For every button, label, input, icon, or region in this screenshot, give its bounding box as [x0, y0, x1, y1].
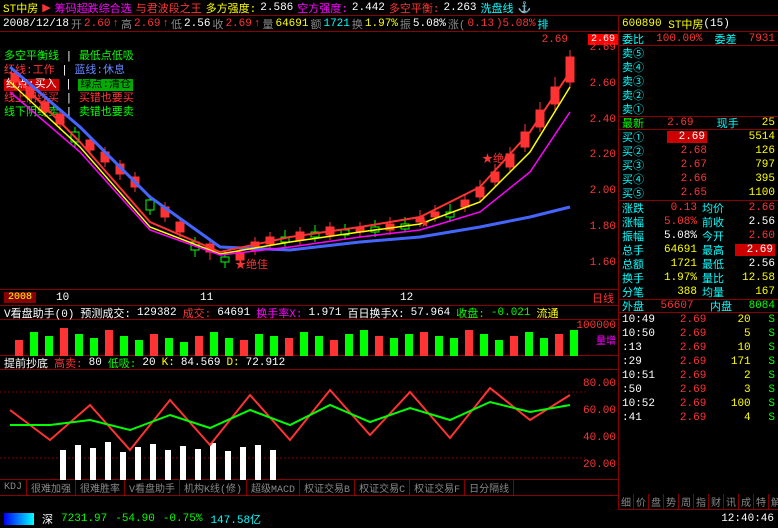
tab[interactable]: 权证交易C — [355, 480, 410, 495]
tab[interactable]: 很难胜率 — [76, 480, 125, 495]
tab[interactable]: 权证交易B — [300, 480, 355, 495]
tab[interactable]: 价 — [634, 494, 649, 509]
tab[interactable]: 周 — [679, 494, 694, 509]
svg-text:★绝佳: ★绝佳 — [235, 257, 268, 272]
tab[interactable]: 财 — [709, 494, 724, 509]
status-bar: 深 7231.97 -54.90 -0.75% 147.58亿 12:40:46 — [0, 510, 778, 528]
tab[interactable]: 特 — [754, 494, 769, 509]
tab[interactable]: 盘 — [649, 494, 664, 509]
timeline: 2008 10 11 12 日线 — [0, 290, 618, 306]
tab[interactable]: 细 — [619, 494, 634, 509]
tab[interactable]: 日分隔线 — [465, 480, 514, 495]
tab[interactable]: 机构K线(修) — [180, 480, 247, 495]
tab[interactable]: 很难加强 — [27, 480, 76, 495]
bottom-tabs: KDJ很难加强很难胜率V看盘助手机构K线(修)超级MACD权证交易B权证交易C权… — [0, 480, 618, 496]
tab[interactable]: 超级MACD — [247, 480, 300, 495]
oscillator-bar: 提前抄底 高卖:80 低吸:20 K:84.569 D:72.912 — [0, 356, 618, 370]
stock-short[interactable]: ST中房 — [3, 0, 38, 16]
volume-bar: V看盘助手(0) 预测成交:129382 成交:64691 换手率X:1.971… — [0, 306, 618, 320]
tab[interactable]: 成 — [739, 494, 754, 509]
y-axis: 2.692.602.402.202.001.801.60 — [590, 32, 616, 289]
candlestick-chart[interactable]: 多空平衡线 | 最低点低吸 红线:工作 | 蓝线:休息 红点:买入 | 绿点:清… — [0, 32, 618, 290]
chart-svg: ★绝佳 ★绝佳 ★ — [0, 32, 585, 290]
svg-text:★绝佳: ★绝佳 — [482, 151, 515, 166]
arrow-icon: ▶ — [42, 1, 50, 15]
ohlc-bar: 2008/12/18 开2.60↑ 高2.69↑ 低2.56 收2.69↑ 量6… — [0, 16, 618, 32]
gradient-icon — [4, 513, 34, 525]
tab[interactable]: 势 — [664, 494, 679, 509]
anchor-icon: ⚓ — [518, 1, 532, 15]
oscillator-chart[interactable]: 80.0060.0040.0020.00 — [0, 370, 618, 480]
top-bar: ST中房 ▶ 筹码超跌综合选 与君波段之王 多方强度:2.586 空方强度:2.… — [0, 0, 778, 16]
tab[interactable]: V看盘助手 — [125, 480, 180, 495]
tab[interactable]: 指 — [694, 494, 709, 509]
clock: 12:40:46 — [721, 513, 774, 525]
tab[interactable]: 权证交易F — [410, 480, 465, 495]
tab[interactable]: KDJ — [0, 480, 27, 495]
tab[interactable]: 讯 — [724, 494, 739, 509]
svg-text:★: ★ — [420, 219, 430, 231]
tab[interactable]: 解 — [769, 494, 778, 509]
right-panel: 600890 ST中房 (15) 委比 100.00% 委差 7931 卖⑤卖④… — [618, 16, 778, 510]
volume-chart[interactable]: 100000 量增 — [0, 320, 618, 356]
